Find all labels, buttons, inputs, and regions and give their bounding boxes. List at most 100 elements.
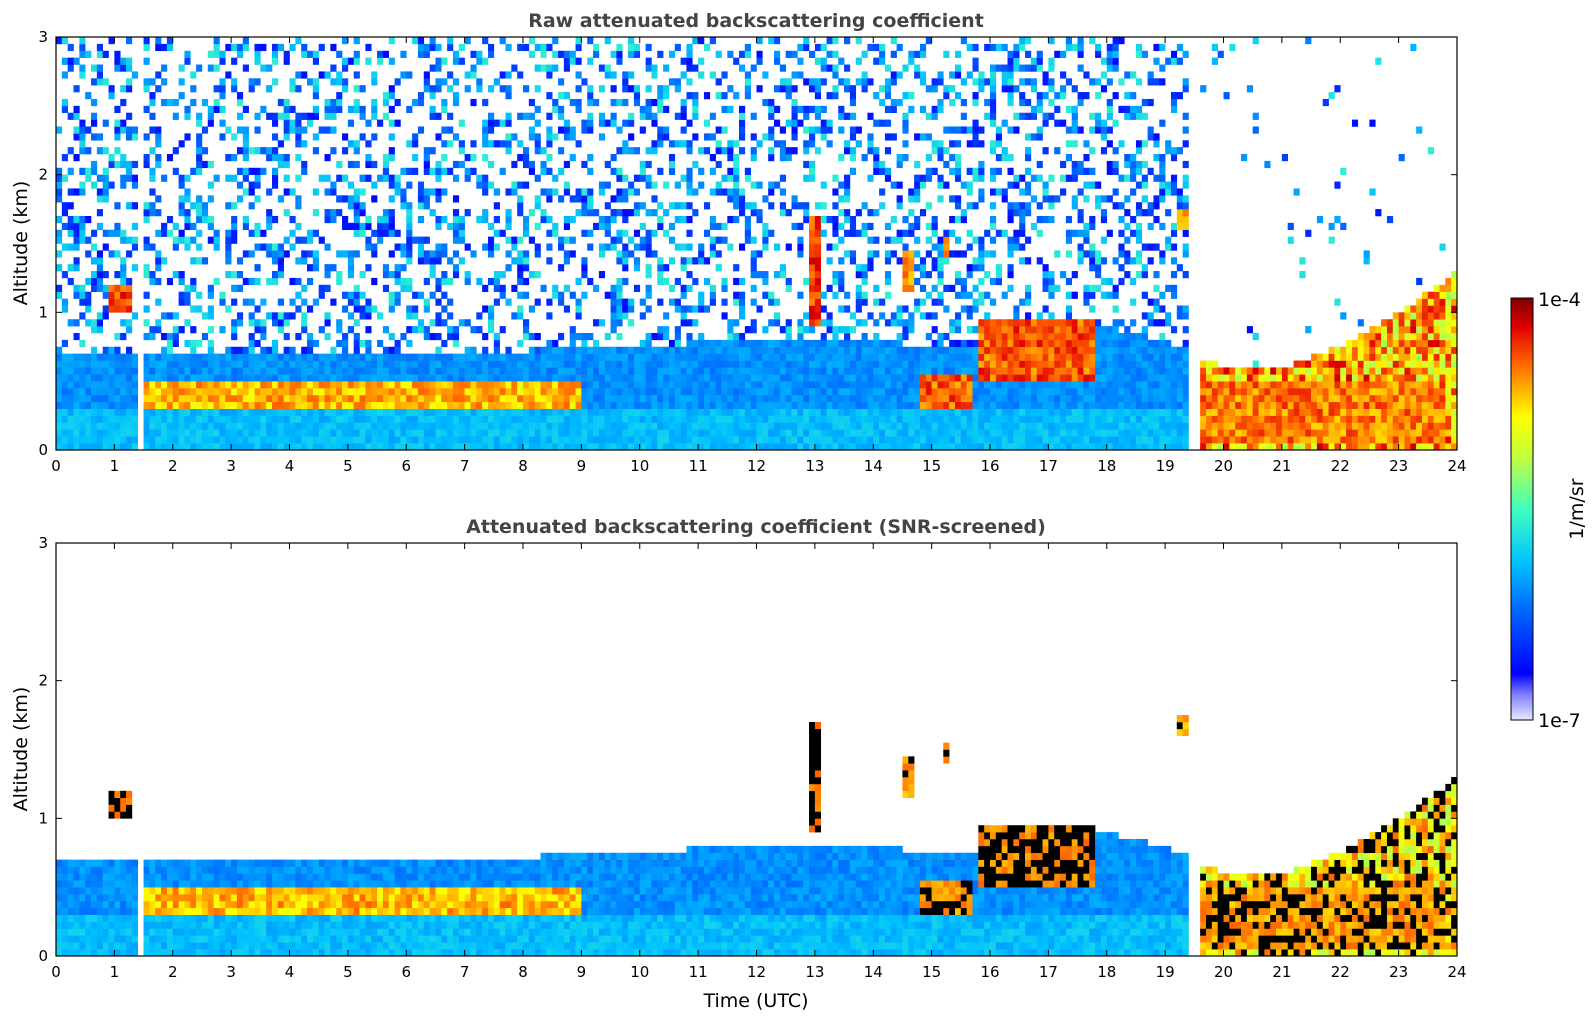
heatmap-cell: [371, 181, 378, 189]
heatmap-cell: [295, 401, 302, 409]
heatmap-cell: [978, 78, 985, 86]
heatmap-cell: [651, 401, 658, 409]
heatmap-cell: [435, 298, 442, 306]
heatmap-cell: [628, 181, 635, 189]
heatmap-cell: [73, 374, 80, 382]
heatmap-cell: [347, 264, 355, 272]
heatmap-cell: [797, 381, 804, 389]
heatmap-cell: [102, 291, 109, 299]
heatmap-cell: [896, 374, 903, 382]
heatmap-cell: [201, 429, 209, 437]
heatmap-cell: [143, 209, 150, 217]
heatmap-cell: [686, 443, 693, 450]
heatmap-cell: [301, 401, 308, 409]
heatmap-cell: [184, 429, 191, 437]
heatmap-cell: [756, 57, 763, 65]
heatmap-cell: [849, 326, 857, 334]
heatmap-cell: [838, 436, 845, 444]
heatmap-cell: [190, 236, 197, 244]
heatmap-cell: [581, 443, 588, 450]
heatmap-cell: [85, 436, 92, 444]
heatmap-cell: [820, 57, 827, 65]
heatmap-cell: [546, 188, 553, 196]
heatmap-cell: [984, 43, 991, 52]
heatmap-cell: [231, 353, 238, 361]
heatmap-cell: [277, 381, 284, 389]
heatmap-cell: [774, 374, 781, 382]
heatmap-cell: [67, 188, 74, 196]
heatmap-cell: [756, 436, 763, 444]
heatmap-cell: [785, 339, 792, 348]
heatmap-cell: [254, 305, 261, 313]
heatmap-cell: [937, 298, 944, 306]
heatmap-cell: [785, 394, 792, 403]
heatmap-cell: [692, 408, 699, 416]
heatmap-cell: [534, 374, 541, 382]
heatmap-cell: [126, 381, 133, 389]
heatmap-cell: [470, 326, 477, 334]
heatmap-cell: [919, 257, 927, 265]
heatmap-cell: [196, 415, 203, 423]
heatmap-cell: [908, 57, 915, 65]
heatmap-cell: [873, 209, 880, 217]
heatmap-cell: [820, 436, 827, 444]
heatmap-cell: [108, 298, 115, 306]
heatmap-cell: [733, 408, 740, 416]
heatmap-cell: [861, 443, 868, 450]
heatmap-cell: [254, 388, 261, 396]
heatmap-cell: [954, 195, 962, 203]
heatmap-cell: [406, 202, 413, 210]
heatmap-cell: [482, 133, 489, 141]
heatmap-cell: [692, 133, 699, 141]
heatmap-cell: [733, 154, 740, 162]
heatmap-cell: [995, 167, 1002, 175]
heatmap-cell: [791, 374, 798, 382]
heatmap-cell: [412, 436, 419, 444]
heatmap-cell: [972, 43, 979, 52]
heatmap-cell: [67, 202, 74, 210]
heatmap-cell: [925, 291, 932, 299]
heatmap-cell: [774, 415, 781, 423]
heatmap-cell: [925, 422, 932, 430]
heatmap-cell: [873, 381, 880, 389]
heatmap-cell: [663, 408, 670, 416]
heatmap-cell: [546, 298, 553, 306]
heatmap-cell: [172, 332, 179, 341]
heatmap-cell: [902, 429, 909, 437]
heatmap-cell: [196, 140, 203, 148]
heatmap-cell: [131, 401, 139, 409]
heatmap-cell: [593, 209, 600, 217]
heatmap-cell: [954, 339, 962, 348]
heatmap-cell: [254, 415, 261, 423]
heatmap-cell: [236, 360, 244, 368]
heatmap-cell: [832, 353, 839, 361]
heatmap-cell: [598, 188, 606, 196]
heatmap-cell: [67, 43, 74, 52]
heatmap-cell: [768, 381, 775, 389]
heatmap-cell: [896, 339, 903, 348]
heatmap-cell: [814, 381, 822, 389]
heatmap-cell: [79, 71, 86, 79]
heatmap-cell: [73, 236, 80, 244]
heatmap-cell: [622, 71, 629, 79]
heatmap-cell: [581, 353, 588, 361]
heatmap-cell: [242, 415, 249, 423]
heatmap-cell: [534, 429, 541, 437]
heatmap-cell: [260, 415, 267, 423]
heatmap-cell: [593, 319, 600, 327]
heatmap-cell: [365, 381, 372, 389]
heatmap-cell: [336, 367, 343, 375]
heatmap-cell: [452, 388, 460, 396]
heatmap-cell: [307, 401, 314, 409]
heatmap-cell: [441, 167, 448, 175]
heatmap-cell: [721, 312, 728, 320]
heatmap-cell: [178, 78, 185, 86]
heatmap-cell: [161, 374, 168, 382]
heatmap-cell: [563, 429, 570, 437]
heatmap-cell: [248, 353, 255, 361]
heatmap-cell: [727, 408, 734, 416]
heatmap-cell: [657, 326, 664, 334]
heatmap-cell: [196, 112, 203, 120]
heatmap-cell: [406, 105, 413, 114]
heatmap-cell: [809, 408, 816, 416]
